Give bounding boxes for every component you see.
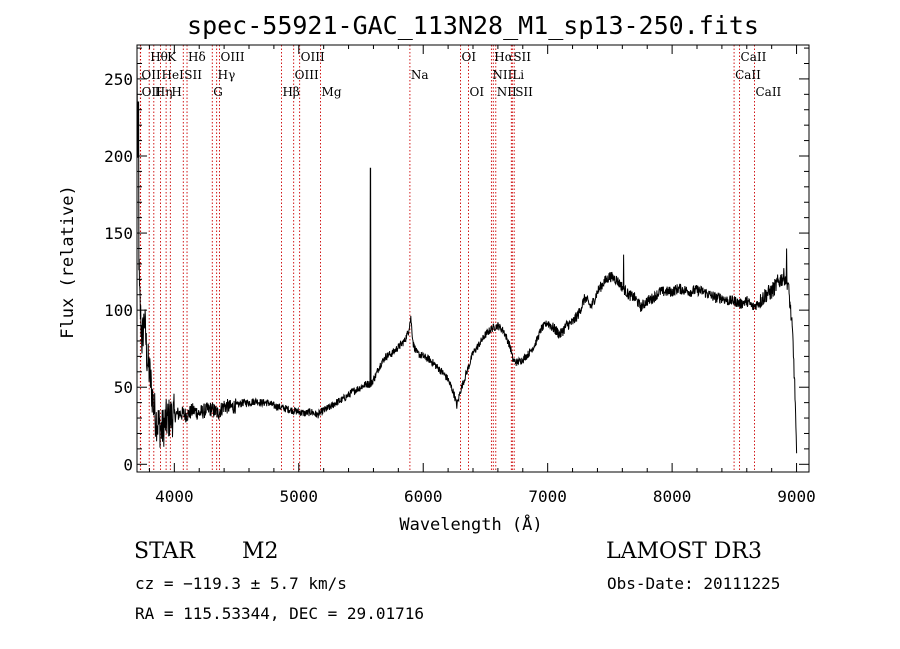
line-label-19: Hη <box>155 85 173 99</box>
spectrum-series <box>136 56 798 454</box>
y-tick-label-5: 250 <box>104 70 133 89</box>
line-label-12: Hγ <box>218 68 236 82</box>
survey-name: LAMOST DR3 <box>606 539 762 564</box>
line-label-20: H <box>171 85 181 99</box>
line-label-16: Li <box>512 68 524 82</box>
line-label-6: Hα <box>494 50 513 64</box>
x-tick-label-0: 4000 <box>155 487 194 506</box>
spectral-line-markers <box>139 45 755 472</box>
plot-frame <box>136 44 810 473</box>
line-label-9: OII <box>141 68 161 82</box>
line-label-25: NII <box>497 85 517 99</box>
y-tick-label-3: 150 <box>104 224 133 243</box>
x-tick-label-4: 8000 <box>653 487 692 506</box>
line-label-2: Hδ <box>188 50 206 64</box>
y-tick-label-4: 200 <box>104 147 133 166</box>
line-label-24: OI <box>470 85 485 99</box>
y-tick-label-2: 100 <box>104 301 133 320</box>
line-label-4: OIII <box>301 50 325 64</box>
spectrum-line <box>136 56 798 454</box>
object-subclass: M2 <box>242 539 279 564</box>
line-label-14: Na <box>411 68 429 82</box>
line-label-13: OIII <box>295 68 319 82</box>
line-label-15: NII <box>492 68 512 82</box>
line-label-27: CaII <box>755 85 781 99</box>
x-tick-label-3: 7000 <box>528 487 567 506</box>
line-label-10: HeI <box>162 68 185 82</box>
y-tick-label-0: 0 <box>123 455 133 474</box>
line-label-0: Hθ <box>150 50 168 64</box>
line-label-23: Mg <box>322 85 342 99</box>
line-label-11: SII <box>184 68 202 82</box>
x-axis-label: Wavelength (Å) <box>399 513 542 535</box>
line-label-3: OIII <box>221 50 245 64</box>
x-tick-label-5: 9000 <box>777 487 816 506</box>
line-label-22: Hβ <box>282 85 299 99</box>
y-tick-label-1: 50 <box>114 378 133 397</box>
line-label-7: SII <box>513 50 531 64</box>
line-label-26: SII <box>515 85 533 99</box>
observation-date: Obs-Date: 20111225 <box>607 574 781 593</box>
redshift-velocity: cz = −119.3 ± 5.7 km/s <box>135 574 347 593</box>
line-label-8: CaII <box>741 50 767 64</box>
axes-ticks: 4000 5000 6000 7000 8000 9000 0 50 100 150 200 250 <box>104 45 816 506</box>
x-tick-label-2: 6000 <box>404 487 443 506</box>
y-axis-label: Flux (relative) <box>58 185 78 339</box>
x-tick-label-1: 5000 <box>280 487 319 506</box>
line-label-17: CaII <box>735 68 761 82</box>
coordinates: RA = 115.53344, DEC = 29.01716 <box>135 604 424 623</box>
line-label-1: K <box>167 50 177 64</box>
object-class: STAR <box>134 539 195 564</box>
line-label-5: OI <box>462 50 477 64</box>
line-label-21: G <box>213 85 223 99</box>
chart-title: spec-55921-GAC_113N28_M1_sp13-250.fits <box>187 11 759 40</box>
line-label-18: OII <box>142 85 162 99</box>
